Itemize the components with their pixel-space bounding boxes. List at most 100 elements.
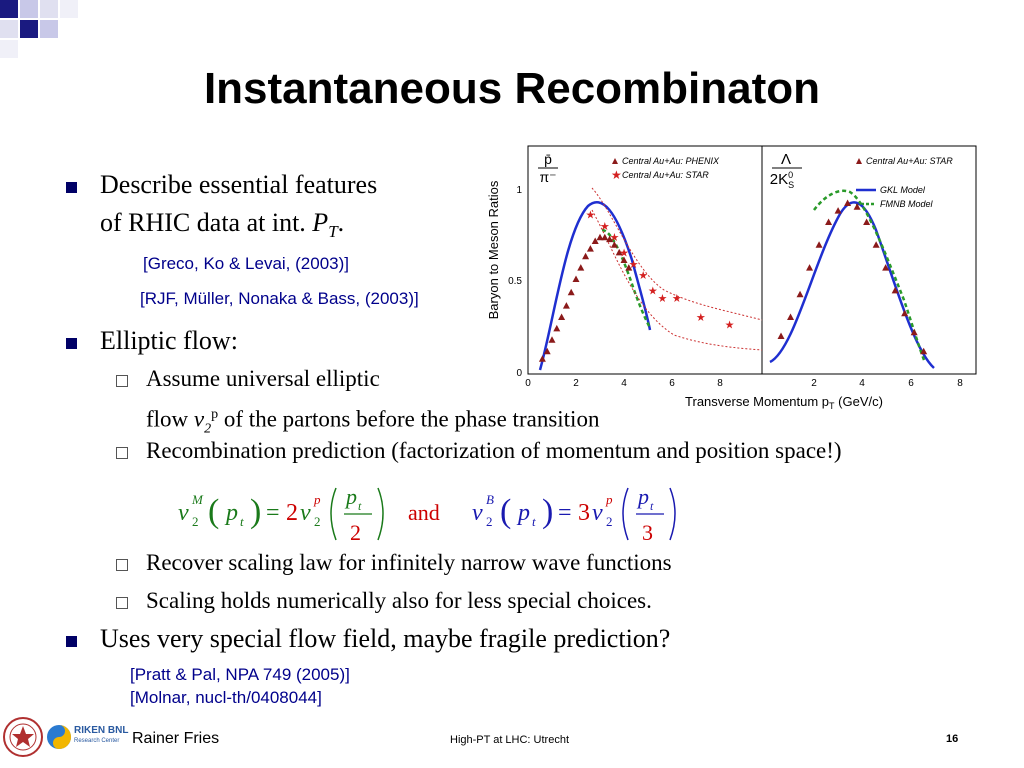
- sub-bullet-marker: [116, 447, 128, 459]
- data-point-triangle: [582, 252, 590, 260]
- formula-sup-m: M: [191, 492, 204, 507]
- corner-decoration: [0, 0, 78, 58]
- left-gkl-curve: [538, 200, 652, 371]
- data-point-triangle: [586, 245, 594, 252]
- riken-logo-subtext: Research Center: [74, 738, 120, 744]
- formula-den-2: 2: [350, 520, 361, 545]
- xtick-left-0: 0: [525, 378, 531, 389]
- data-point-triangle: [863, 218, 871, 225]
- formula-pt-num: p: [344, 484, 357, 509]
- footer-page-number: 16: [946, 733, 959, 745]
- data-point-triangle: [601, 233, 609, 241]
- formula-v-parton-b: v: [592, 500, 603, 526]
- data-point-triangle: [548, 336, 556, 343]
- formula-coef-3: 3: [578, 500, 590, 526]
- xtick-left-6: 6: [669, 378, 675, 389]
- bullet-marker: [66, 338, 77, 349]
- formula-t-b: t: [532, 514, 536, 529]
- data-point-triangle: [853, 203, 861, 210]
- xtick-right-4: 4: [859, 378, 865, 389]
- data-point-triangle: [910, 328, 918, 336]
- svg-text:): ): [542, 493, 553, 530]
- bullet-3: Uses very special flow field, maybe frag…: [100, 624, 671, 653]
- data-point-triangle: [834, 207, 842, 214]
- data-point-triangle: [844, 199, 852, 206]
- formula-v-meson: v: [178, 500, 189, 526]
- data-point-triangle: [572, 275, 580, 282]
- sub-bullet-1-prefix: flow: [146, 406, 194, 432]
- data-point-star: ★: [585, 209, 595, 221]
- sub-bullet-marker: [116, 559, 128, 571]
- xtick-left-8: 8: [717, 378, 723, 389]
- legend-triangle-icon: [856, 158, 862, 164]
- formula-pt: p: [224, 500, 238, 526]
- xtick-right-8: 8: [957, 378, 963, 389]
- right-panel-label-num: Λ: [781, 151, 791, 168]
- bullet-marker: [66, 636, 77, 647]
- formula-t-num: t: [358, 499, 362, 513]
- formula-v-baryon: v: [472, 500, 483, 526]
- data-point-star: ★: [638, 270, 648, 282]
- formula-sup-p: p: [313, 492, 321, 507]
- xtick-right-2: 2: [811, 378, 817, 389]
- formula-sub-2: 2: [192, 514, 199, 529]
- data-point-triangle: [591, 237, 599, 244]
- right-fmnb-curve: [813, 189, 926, 361]
- bullet-1-line2-suffix: .: [337, 208, 345, 237]
- left-panel-frame: [527, 145, 763, 375]
- formula-pt-num-b: p: [636, 484, 649, 509]
- reference-rjf: [RJF, Müller, Nonaka & Bass, (2003)]: [140, 289, 419, 308]
- legend-triangle-icon: [612, 158, 618, 164]
- data-point-triangle: [625, 264, 633, 271]
- data-point-triangle: [596, 233, 604, 241]
- data-point-triangle: [891, 286, 899, 294]
- data-point-star: ★: [672, 293, 682, 305]
- ratio-figure: Baryon to Meson Ratios 1 0.5 0 0 2 4 6 8…: [486, 145, 977, 411]
- data-point-triangle: [610, 241, 618, 248]
- data-point-triangle: [553, 324, 561, 332]
- formula-sup-p-b: p: [605, 492, 613, 507]
- scaling-formula: v M 2 ( p t ) = 2 v p 2 p t 2 and v B 2 …: [178, 484, 676, 545]
- data-point-star: ★: [657, 293, 667, 305]
- data-point-triangle: [620, 256, 628, 263]
- data-point-star: ★: [619, 247, 629, 259]
- ytick-0: 0: [516, 368, 522, 379]
- xtick-left-4: 4: [621, 378, 627, 389]
- pt-subscript: T: [328, 222, 338, 242]
- svg-text:(: (: [208, 493, 219, 530]
- xtick-left-2: 2: [573, 378, 579, 389]
- riken-logo-icon: [47, 725, 71, 749]
- data-point-triangle: [562, 302, 570, 309]
- formula-sup-b: B: [486, 492, 494, 507]
- data-point-triangle: [567, 288, 575, 296]
- left-band-lower: [591, 209, 763, 351]
- sub-bullet-4: Scaling holds numerically also for less …: [146, 588, 652, 613]
- svg-text:(: (: [500, 493, 511, 530]
- data-point-triangle: [777, 332, 785, 339]
- bullet-1-line2-text: of RHIC data at int.: [100, 208, 313, 237]
- bullet-1-line1: Describe essential features: [100, 170, 378, 199]
- data-point-star: ★: [725, 320, 735, 332]
- data-point-triangle: [787, 313, 795, 320]
- data-point-triangle: [882, 264, 890, 271]
- formula-t: t: [240, 514, 244, 529]
- slide-title: Instantaneous Recombinaton: [203, 64, 821, 113]
- left-panel-label-den: π⁻: [539, 169, 556, 185]
- figure-xlabel: Transverse Momentum pT (GeV/c): [685, 394, 883, 411]
- footer-center: High-PT at LHC: Utrecht: [450, 734, 570, 746]
- left-fmnb-curve: [601, 228, 652, 329]
- sub-bullet-1-suffix: of the partons before the phase transiti…: [218, 406, 600, 432]
- pt-variable: P: [312, 208, 329, 237]
- sub-bullet-marker: [116, 375, 128, 387]
- formula-v-parton: v: [300, 500, 311, 526]
- reference-greco: [Greco, Ko & Levai, (2003)]: [143, 254, 349, 273]
- data-point-triangle: [615, 248, 623, 256]
- data-point-triangle: [901, 309, 909, 317]
- legend-left-phenix: Central Au+Au: PHENIX: [622, 156, 720, 166]
- xtick-right-6: 6: [908, 378, 914, 389]
- formula-t-num-b: t: [650, 499, 654, 513]
- bullet-marker: [66, 182, 77, 193]
- ytick-1: 1: [516, 185, 522, 196]
- formula-den-3: 3: [642, 520, 653, 545]
- riken-logo-text: RIKEN BNL: [74, 725, 129, 736]
